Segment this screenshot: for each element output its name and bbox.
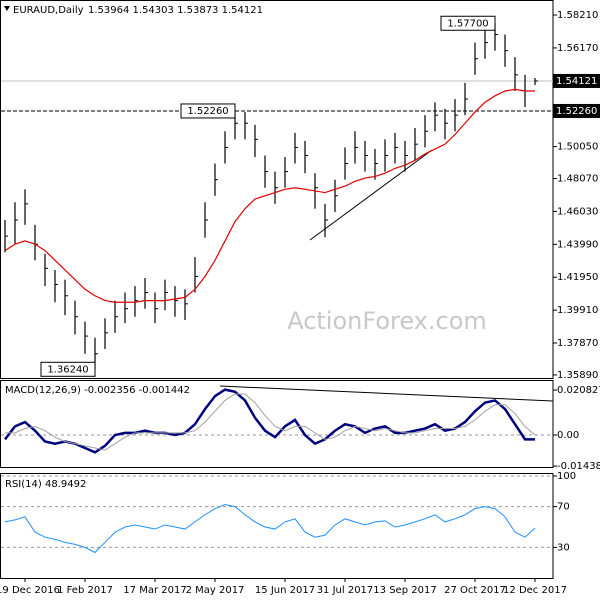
y-tick-label: 0.00 xyxy=(557,430,579,441)
y-tick-label: 30 xyxy=(557,542,570,553)
y-tick-label: 1.48070 xyxy=(557,174,598,185)
price-panel xyxy=(0,0,554,379)
trend-line xyxy=(309,149,433,241)
chart-subtitle: 1.53964 1.54303 1.53873 1.54121 xyxy=(88,5,263,16)
rsi-title: RSI(14) 48.9492 xyxy=(5,479,86,490)
indicator-line xyxy=(4,504,536,554)
y-tick-label: 1.43990 xyxy=(557,239,598,250)
y-tick-label: 1.37870 xyxy=(557,338,598,349)
x-tick-label: 1 Feb 2017 xyxy=(57,585,113,596)
annotation-box xyxy=(180,103,236,119)
x-tick-label: 15 Jun 2017 xyxy=(255,585,315,596)
price-level-label: 1.52260 xyxy=(556,106,597,117)
y-tick-label: 1.56170 xyxy=(557,43,598,54)
y-tick-label: 1.35890 xyxy=(557,370,598,381)
macd-title: MACD(12,26,9) -0.002356 -0.001442 xyxy=(5,385,190,396)
y-tick-label: 0.020827 xyxy=(557,385,600,396)
y-tick-label: 1.39910 xyxy=(557,305,598,316)
y-tick-label: 100 xyxy=(557,471,576,482)
y-tick-label: 1.41950 xyxy=(557,272,598,283)
y-tick-label: -0.014386 xyxy=(557,461,600,472)
x-tick-label: 2 May 2017 xyxy=(186,585,245,596)
x-tick-label: 13 Sep 2017 xyxy=(373,585,436,596)
y-tick-label: 1.46030 xyxy=(557,206,598,217)
price-level-box xyxy=(553,73,600,88)
price-level-box xyxy=(553,103,600,118)
y-tick-label: 1.58210 xyxy=(557,10,598,21)
x-tick-label: 19 Dec 2016 xyxy=(0,585,60,596)
annotation-label: 1.52260 xyxy=(187,106,228,117)
annotation-label: 1.57700 xyxy=(447,18,488,29)
x-tick-label: 12 Dec 2017 xyxy=(503,585,567,596)
symbol-icon xyxy=(4,6,10,11)
price-level-label: 1.54121 xyxy=(556,76,597,87)
x-tick-label: 27 Oct 2017 xyxy=(444,585,506,596)
y-tick-label: 1.50050 xyxy=(557,142,598,153)
indicator-line xyxy=(5,393,536,451)
x-tick-label: 17 Mar 2017 xyxy=(123,585,186,596)
x-tick-label: 31 Jul 2017 xyxy=(317,585,374,596)
annotation-box xyxy=(440,15,496,31)
y-tick-label: 70 xyxy=(557,502,570,513)
rsi-panel xyxy=(0,473,554,579)
watermark: ActionForex.com xyxy=(287,307,487,335)
indicator-line xyxy=(4,388,535,454)
annotation-label: 1.36240 xyxy=(47,364,88,375)
macd-trend-line xyxy=(219,385,554,402)
moving-average xyxy=(4,88,535,303)
chart-title: EURAUD,Daily xyxy=(13,5,84,16)
annotation-box xyxy=(40,361,96,377)
